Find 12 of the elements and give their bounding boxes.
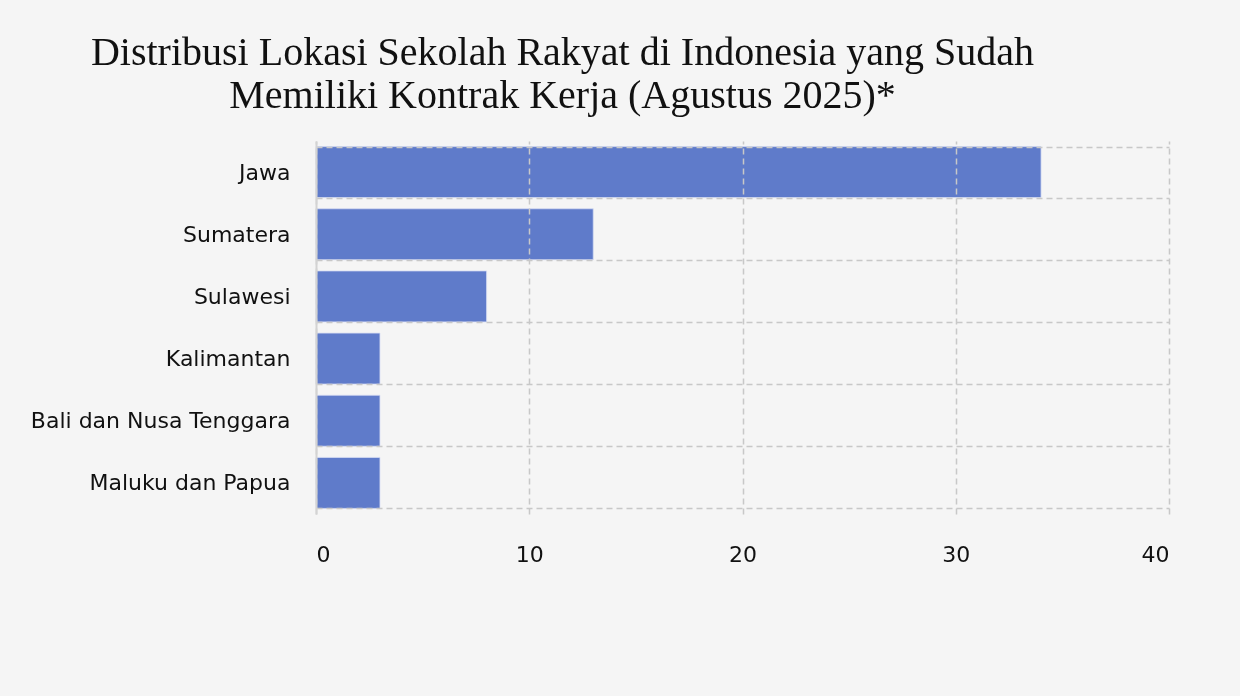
x-tick-label: 40 xyxy=(1141,541,1170,567)
y-tick-label: Bali dan Nusa Tenggara xyxy=(30,408,291,434)
y-tick-label: Maluku dan Papua xyxy=(89,470,291,496)
x-tick-label: 20 xyxy=(729,541,757,567)
chart-title: Distribusi Lokasi Sekolah Rakyat di Indonesia yang Sudah Memiliki Kontrak Kerja (Agustus 2025)* xyxy=(90,29,1035,117)
y-tick-label: Kalimantan xyxy=(165,346,291,372)
x-tick-label: 30 xyxy=(942,541,971,567)
x-tick-label: 10 xyxy=(515,541,544,567)
y-tick-label: Sumatera xyxy=(182,221,291,247)
x-tick-label: 0 xyxy=(316,541,331,567)
y-tick-label: Jawa xyxy=(237,159,291,185)
y-tick-label: Sulawesi xyxy=(193,283,291,309)
